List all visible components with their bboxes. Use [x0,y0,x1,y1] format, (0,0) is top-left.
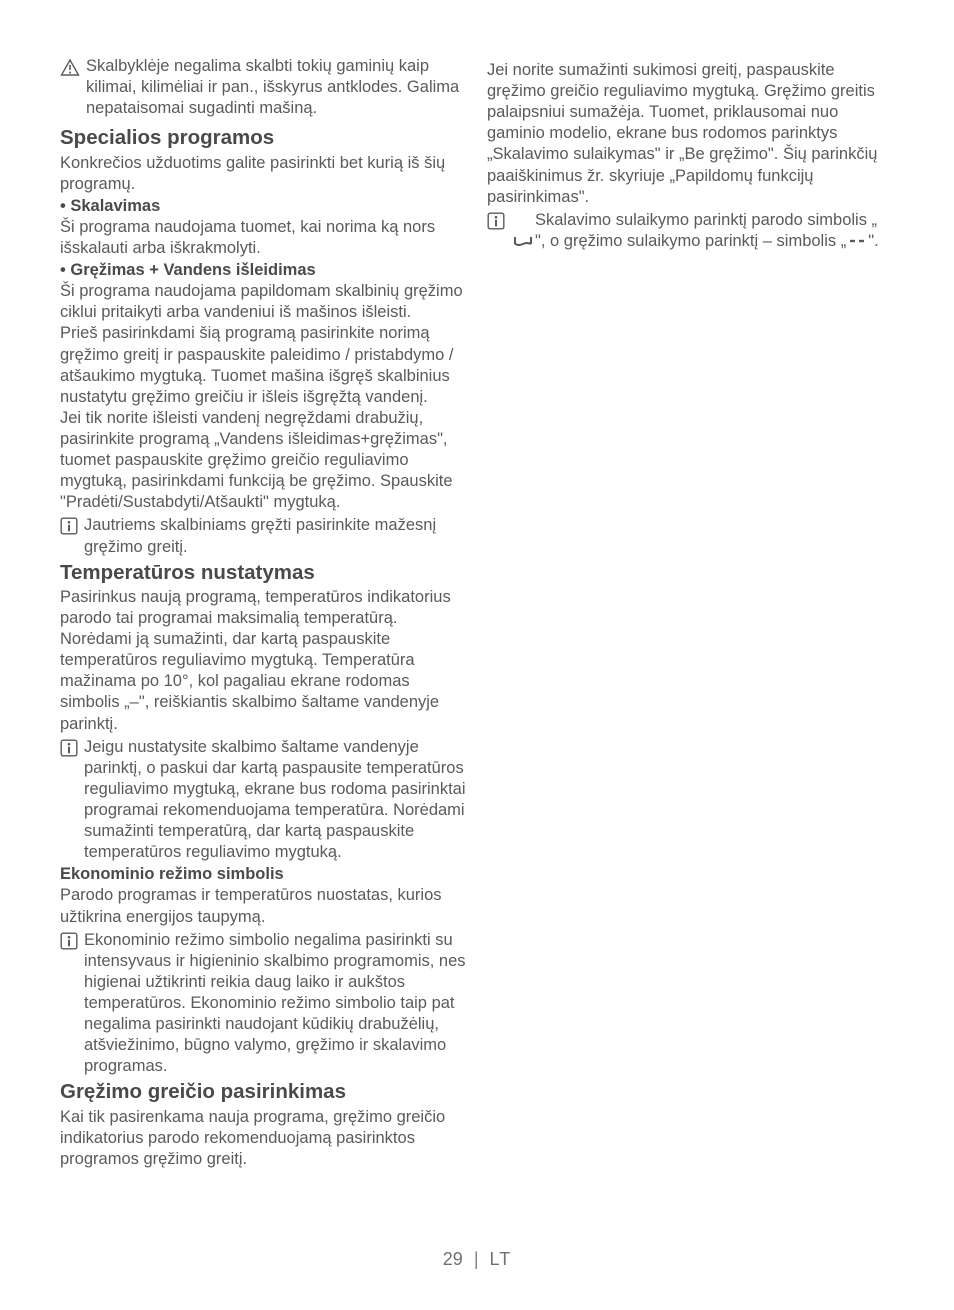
info-icon [60,932,78,950]
heading-special-programs: Specialios programos [60,125,467,151]
paragraph: Ši programa naudojama tuomet, kai norima… [60,217,467,259]
paragraph: Konkrečios užduotims galite pasirinkti b… [60,153,467,195]
info-text: Skalavimo sulaikymo parinktį parodo simb… [511,210,894,252]
warning-icon [60,58,80,78]
warning-text: Skalbyklėje negalima skalbti tokių gamin… [86,56,467,119]
bullet-grezimas: • Gręžimas + Vandens išleidimas [60,260,467,281]
paragraph: Kai tik pasirenkama nauja programa, gręž… [60,1107,467,1170]
info-text: Jeigu nustatysite skalbimo šaltame vande… [84,737,467,864]
page-footer: 29 | LT [0,1249,954,1270]
heading-temperature: Temperatūros nustatymas [60,560,467,586]
paragraph: Ši programa naudojama papildomam skalbin… [60,281,467,323]
info-text: Jautriems skalbiniams gręžti pasirinkite… [84,515,467,557]
heading-spin-speed: Gręžimo greičio pasirinkimas [60,1079,467,1105]
info-icon [60,517,78,535]
info-icon [487,212,505,230]
info-text: Ekonominio režimo simbolio negalima pasi… [84,930,467,1078]
language-code: LT [490,1249,512,1269]
no-spin-symbol-icon [846,231,868,252]
bullet-skalavimas: • Skalavimas [60,196,467,217]
text-fragment: ", o gręžimo sulaikymo parinktį – simbol… [535,232,846,250]
info-icon [60,739,78,757]
text-fragment: Skalavimo sulaikymo parinktį parodo simb… [535,211,877,229]
page-number: 29 [443,1249,463,1269]
rinse-hold-symbol-icon [511,231,535,252]
text-fragment: ". [868,232,878,250]
separator-icon: | [474,1249,479,1269]
paragraph: Parodo programas ir temperatūros nuostat… [60,885,467,927]
paragraph: Jei norite sumažinti sukimosi greitį, pa… [487,60,894,208]
paragraph: Pasirinkus naują programą, temperatūros … [60,587,467,629]
paragraph: Jei tik norite išleisti vandenį negręžda… [60,408,467,514]
paragraph: Norėdami ją sumažinti, dar kartą paspaus… [60,629,467,735]
bold-ekonom: Ekonominio režimo simbolis [60,864,467,885]
paragraph: Prieš pasirinkdami šią programą pasirink… [60,323,467,407]
